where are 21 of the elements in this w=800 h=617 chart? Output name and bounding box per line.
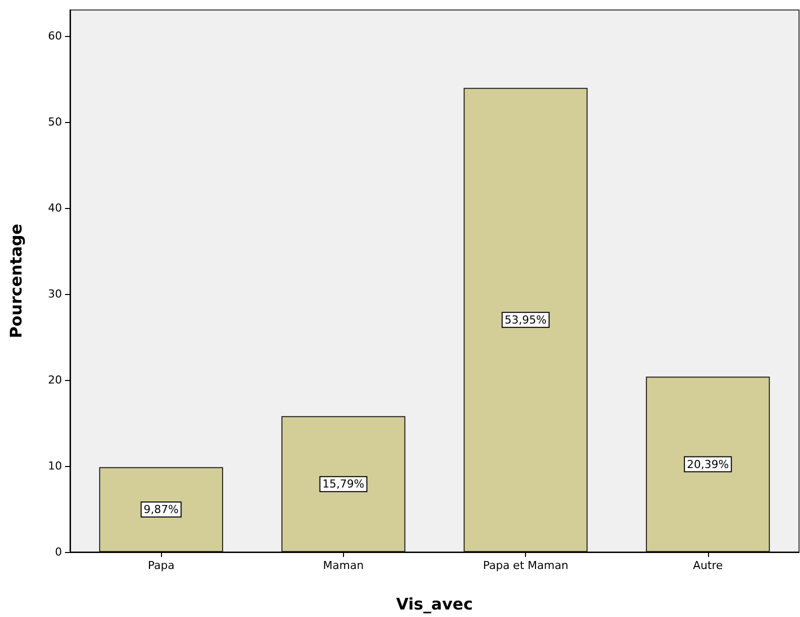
data-label: 9,87%: [144, 503, 179, 516]
bar: [646, 376, 770, 552]
x-tick-label: Autre: [692, 559, 724, 572]
x-axis-title: Vis_avec: [396, 594, 473, 614]
y-tick-label: 60: [48, 29, 62, 42]
x-tick-label: Papa et Maman: [482, 559, 568, 572]
bar: [464, 88, 588, 552]
x-tick-label: Maman: [323, 559, 364, 572]
data-label: 53,95%: [504, 313, 547, 326]
y-axis-title: Pourcentage: [6, 224, 26, 338]
y-tick-label: 20: [48, 373, 62, 386]
x-tick-label: Papa: [148, 559, 174, 572]
y-tick-label: 40: [48, 201, 62, 214]
bar: [99, 467, 224, 552]
y-tick-label: 50: [48, 115, 62, 128]
data-label: 15,79%: [322, 478, 364, 491]
bar: [281, 416, 406, 552]
data-label: 20,39%: [686, 458, 729, 471]
y-tick-label: 0: [55, 546, 62, 558]
y-tick-label: 10: [48, 459, 62, 472]
y-tick-label: 30: [48, 287, 62, 300]
